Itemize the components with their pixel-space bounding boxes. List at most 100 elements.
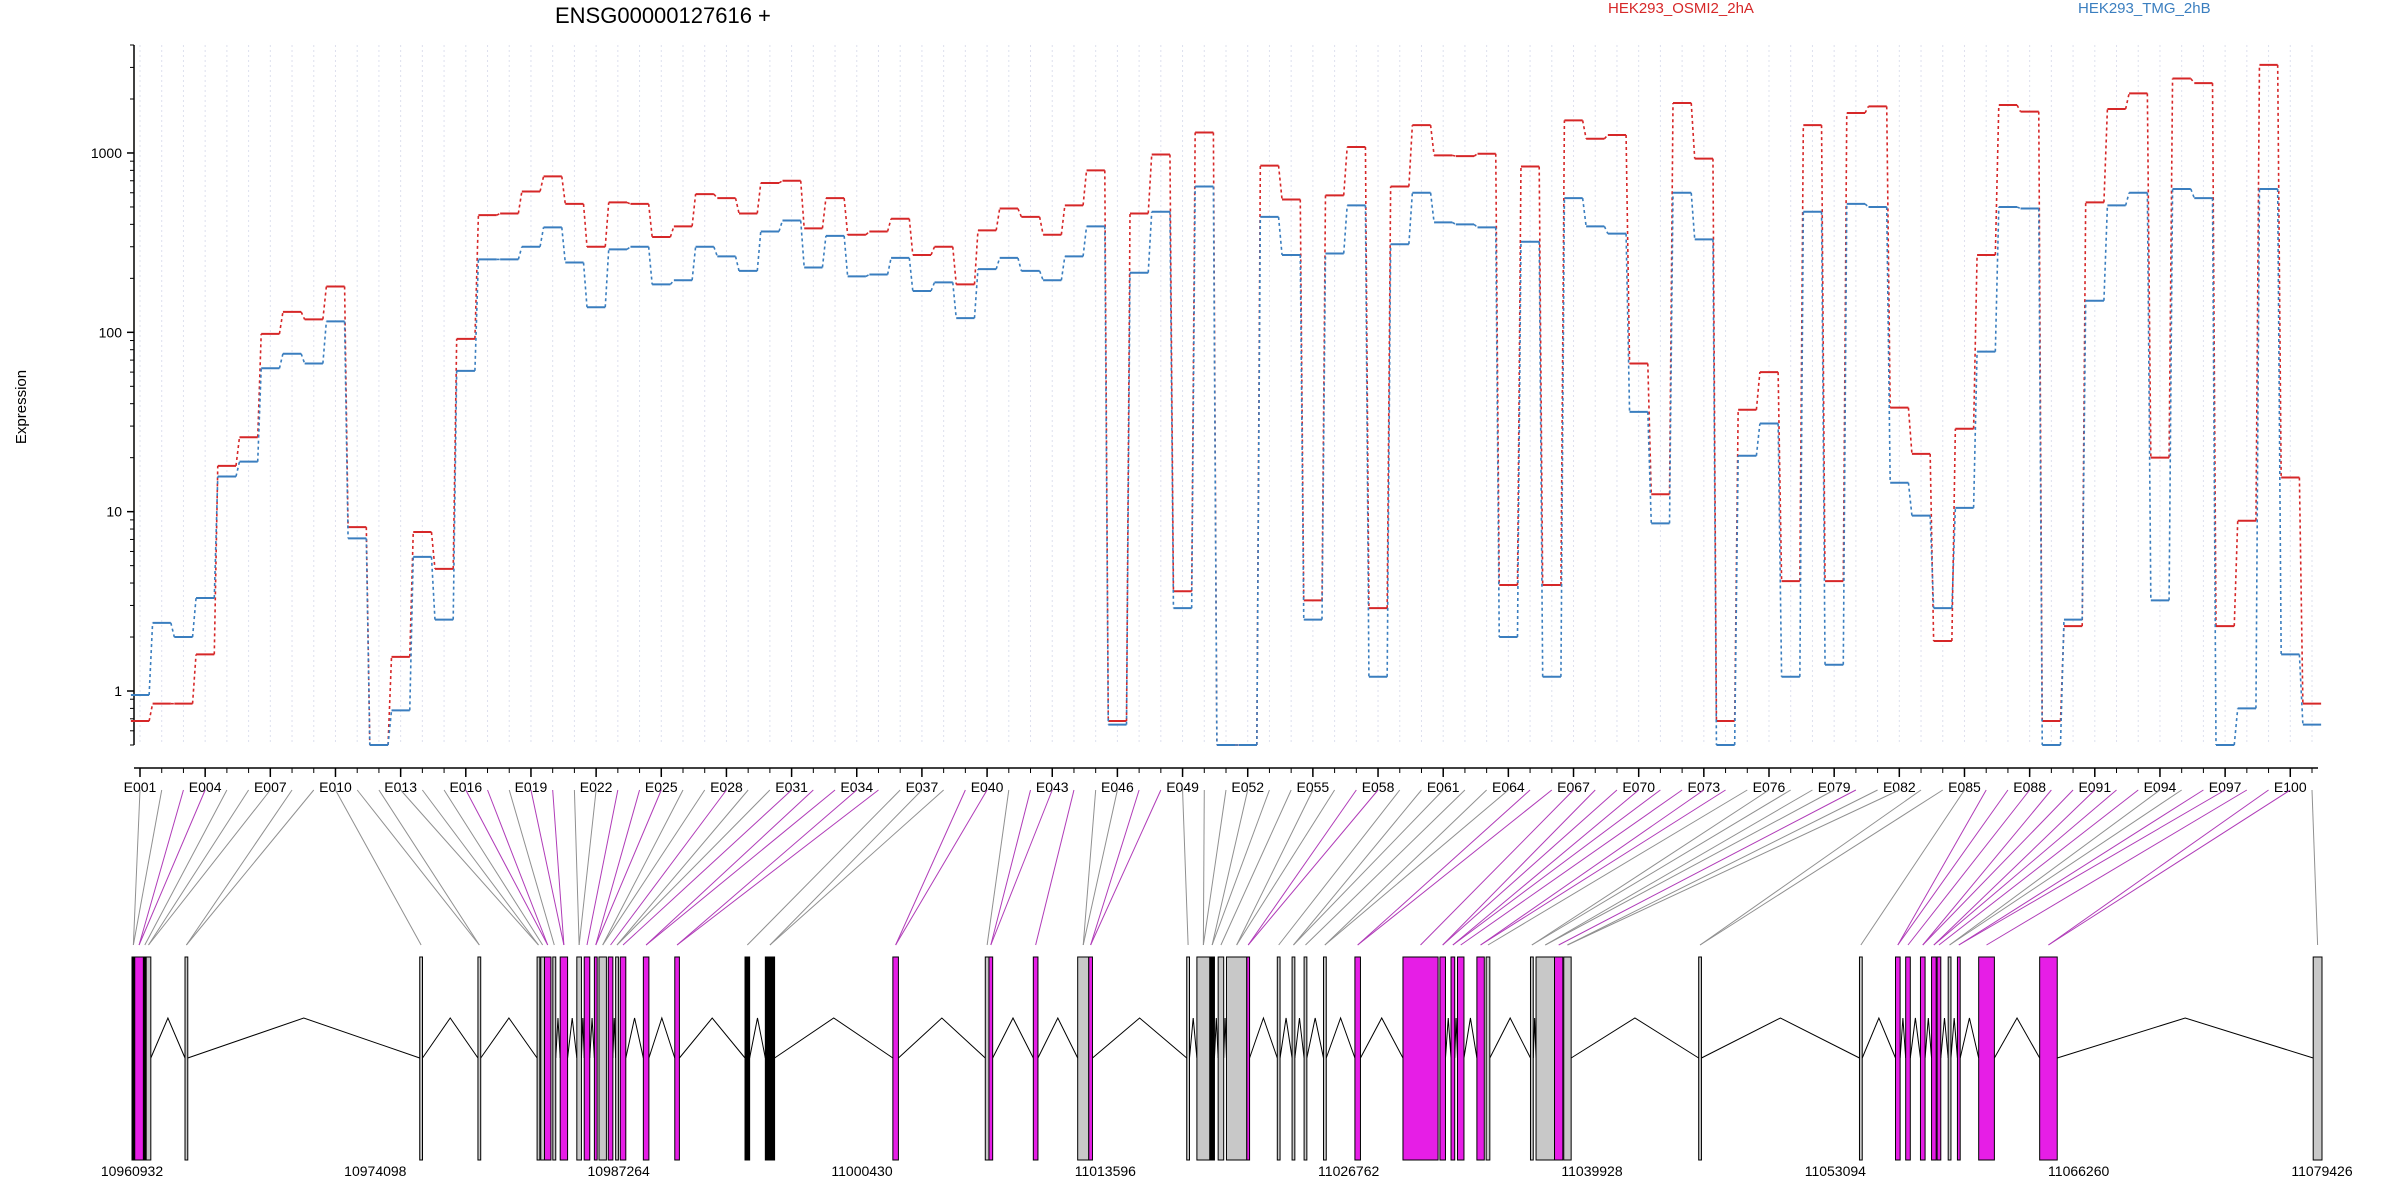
series-segment — [843, 198, 849, 235]
series-segment — [886, 257, 892, 275]
series-segment — [387, 710, 393, 746]
exon-box — [576, 956, 582, 1161]
exon-box — [1956, 956, 1961, 1161]
exon-connector — [1236, 789, 1336, 946]
gene-coordinate-label: 11026762 — [1318, 1163, 1379, 1179]
exon-box — [536, 956, 541, 1161]
x-tick-label: E022 — [580, 779, 613, 795]
series-segment — [821, 198, 827, 229]
series-segment — [1538, 166, 1544, 586]
series-segment — [2037, 208, 2044, 746]
intron — [749, 1017, 766, 1059]
exon-box — [615, 956, 619, 1161]
series-segment — [1799, 211, 1805, 677]
exon-box — [1978, 956, 1995, 1161]
series-segment — [1060, 256, 1066, 281]
series-segment — [626, 201, 631, 205]
exon-box — [1905, 956, 1911, 1161]
series-segment — [1321, 253, 1327, 620]
exon-connector — [132, 789, 141, 946]
exon-box — [1936, 956, 1942, 1161]
exon-connector — [1452, 789, 1640, 946]
x-tick-label: E049 — [1166, 779, 1199, 795]
exon-connector — [990, 789, 1032, 946]
exon-connector — [1324, 789, 1487, 946]
series-segment — [1581, 198, 1587, 227]
y-tick-label: 100 — [99, 324, 123, 340]
series-segment — [691, 246, 697, 281]
series-segment — [1386, 244, 1392, 677]
intron — [679, 1017, 746, 1059]
exon-connector — [1324, 789, 1509, 946]
exon-connector — [610, 789, 727, 946]
intron — [1924, 1017, 1933, 1059]
exon-connector — [1986, 789, 2248, 946]
series-segment — [1147, 211, 1153, 273]
exon-box — [984, 956, 990, 1161]
exon-connector — [1897, 789, 2009, 946]
intron — [625, 1017, 644, 1059]
grid — [139, 45, 2313, 745]
series-segment — [2233, 520, 2239, 627]
series-segment — [322, 286, 328, 320]
exon-box — [1276, 956, 1281, 1161]
series-segment — [1538, 241, 1544, 677]
series-segment — [1408, 125, 1414, 187]
series-segment — [517, 246, 523, 260]
intron — [1444, 1017, 1452, 1059]
series-segment — [539, 227, 545, 247]
exon-box — [1554, 956, 1564, 1161]
intron — [1993, 1016, 2041, 1059]
intron — [1463, 1017, 1478, 1059]
x-tick-label: E031 — [775, 779, 808, 795]
series-segment — [886, 218, 892, 232]
gene-coordinate-label: 11079426 — [2291, 1163, 2352, 1179]
exon-connector — [595, 789, 662, 946]
intron — [480, 1017, 538, 1059]
series-segment — [1994, 206, 2000, 352]
series — [130, 63, 2322, 746]
exon-connector — [1278, 789, 1401, 946]
exon-box — [1077, 956, 1090, 1161]
chart-title: ENSG00000127616 + — [555, 3, 771, 28]
exon-connector — [1182, 789, 1189, 946]
exon-connector — [1460, 789, 1683, 946]
exon-connector — [676, 789, 858, 946]
exon-connector — [400, 789, 539, 946]
exon-box — [1032, 956, 1039, 1161]
exon-box — [2312, 956, 2323, 1161]
x-tick-label: E082 — [1883, 779, 1916, 795]
x-tick-label: E079 — [1818, 779, 1851, 795]
series-segment — [408, 532, 415, 657]
series-segment — [1820, 125, 1826, 582]
exon-connector — [645, 789, 814, 946]
gene-coordinate-label: 11039928 — [1561, 1163, 1622, 1179]
exon-connector — [1558, 789, 1857, 946]
exon-connector — [1452, 789, 1661, 946]
gene-track: 10960932 10974098 10987264 11000430 11013596… — [101, 956, 2353, 1179]
series-segment — [2168, 188, 2174, 601]
exon-connector — [421, 789, 539, 946]
intron — [898, 1017, 986, 1059]
series-segment — [1060, 205, 1066, 235]
series-segment — [1994, 105, 2000, 255]
series-segment — [691, 193, 697, 227]
series-segment — [1473, 223, 1479, 228]
x-tick-label: E043 — [1036, 779, 1069, 795]
series-segment — [235, 437, 241, 466]
exon-connector — [769, 789, 923, 946]
exon-connector — [1442, 789, 1596, 946]
exon-box — [540, 956, 545, 1161]
intron — [1249, 1016, 1278, 1059]
series-segment — [1668, 102, 1674, 495]
gene-coordinate-label: 10960932 — [101, 1163, 164, 1179]
series-segment — [2190, 78, 2195, 84]
series-segment — [2276, 64, 2282, 478]
exon-box — [1858, 956, 1863, 1161]
series-segment — [1755, 372, 1761, 410]
x-tick-label: E091 — [2078, 779, 2111, 795]
exon-box — [988, 956, 994, 1161]
exon-connector — [530, 789, 565, 946]
exon-connector — [2048, 789, 2269, 946]
series-segment — [799, 220, 805, 268]
